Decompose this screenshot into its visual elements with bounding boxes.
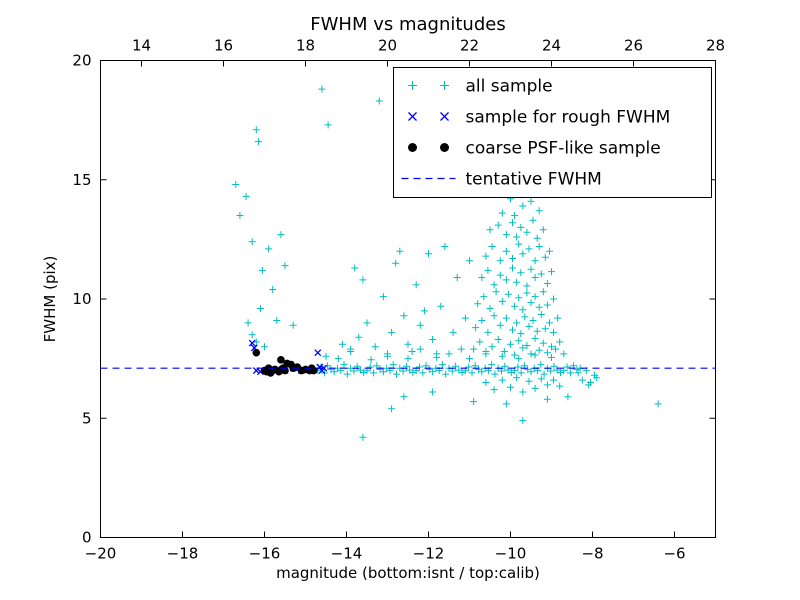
top-x-tick-label: 24 — [542, 37, 561, 55]
all-sample-markers — [232, 85, 662, 441]
x-tick-label: −14 — [331, 545, 363, 563]
plot-area: −20 −18 −16 −14 −12 −10 −8 −6 14 16 18 20 22 24 26 28 0 5… — [72, 37, 725, 563]
x-tick-label: −20 — [85, 545, 117, 563]
x-tick-label: −12 — [413, 545, 445, 563]
y-tick-label: 5 — [82, 409, 92, 427]
x-tick-label: −10 — [495, 545, 527, 563]
legend-x-icon — [408, 112, 417, 121]
x-axis-label: magnitude (bottom:isnt / top:calib) — [276, 564, 540, 582]
legend-label: all sample — [466, 77, 553, 97]
legend-dot-icon — [440, 143, 449, 152]
legend-plus-icon — [408, 81, 417, 90]
y-tick-label: 0 — [82, 529, 92, 547]
top-x-tick-label: 16 — [214, 37, 233, 55]
legend-label: tentative FWHM — [466, 170, 602, 190]
y-tick-label: 15 — [72, 171, 91, 189]
series-2 — [252, 348, 318, 377]
top-x-tick-label: 28 — [706, 37, 725, 55]
top-x-tick-label: 14 — [132, 37, 151, 55]
x-tick-label: −8 — [581, 545, 603, 563]
legend-entry: all sample — [408, 77, 553, 97]
psf-sample-marker — [309, 366, 318, 375]
series-0 — [232, 85, 662, 441]
psf-sample-marker — [252, 348, 261, 357]
legend-plus-icon — [440, 81, 449, 90]
top-x-tick-label: 22 — [460, 37, 479, 55]
legend-x-icon — [440, 112, 449, 121]
legend-entry: tentative FWHM — [401, 170, 602, 190]
y-tick-label: 10 — [72, 290, 91, 308]
x-tick-label: −6 — [663, 545, 685, 563]
x-tick-label: −16 — [249, 545, 281, 563]
psf-sample-marker — [277, 356, 285, 364]
y-axis-label: FWHM (pix) — [41, 256, 59, 343]
legend-label: coarse PSF-like sample — [466, 139, 661, 159]
top-x-tick-label: 26 — [624, 37, 643, 55]
x-tick-label: −18 — [167, 545, 199, 563]
chart-title: FWHM vs magnitudes — [310, 14, 505, 35]
legend: all sample sample for rough FWHM coarse PS… — [393, 67, 712, 198]
top-x-tick-label: 18 — [296, 37, 315, 55]
top-x-tick-label: 20 — [378, 37, 397, 55]
legend-label: sample for rough FWHM — [466, 108, 671, 128]
legend-entry: sample for rough FWHM — [408, 108, 671, 128]
legend-dot-icon — [408, 143, 417, 152]
legend-box — [393, 67, 712, 198]
y-tick-label: 20 — [72, 52, 91, 70]
legend-entry: coarse PSF-like sample — [408, 139, 661, 159]
